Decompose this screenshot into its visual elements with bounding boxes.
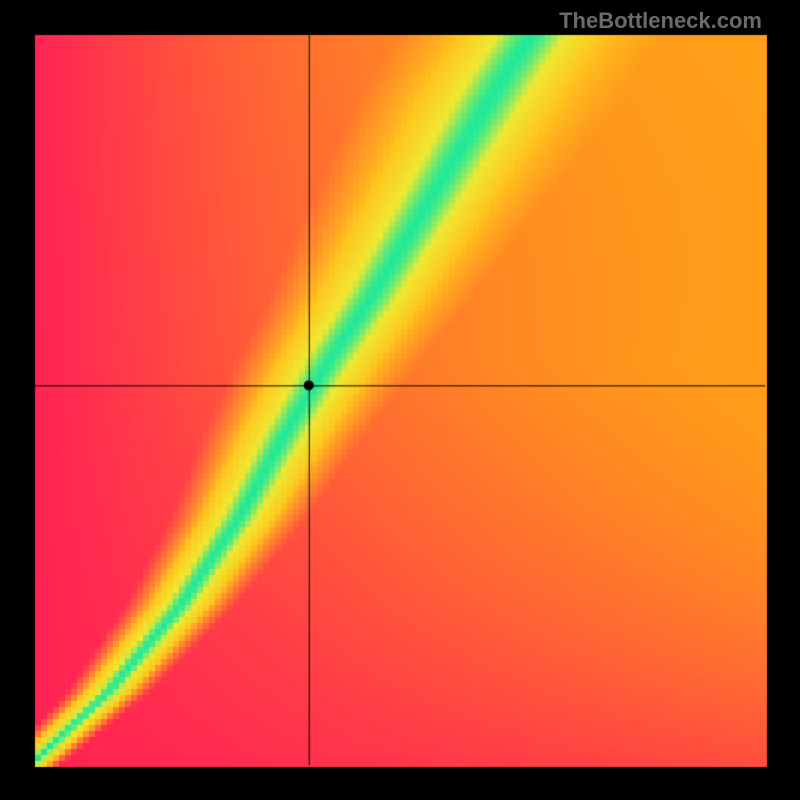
watermark-label: TheBottleneck.com: [559, 8, 762, 34]
chart-container: TheBottleneck.com: [0, 0, 800, 800]
heatmap-canvas: [0, 0, 800, 800]
